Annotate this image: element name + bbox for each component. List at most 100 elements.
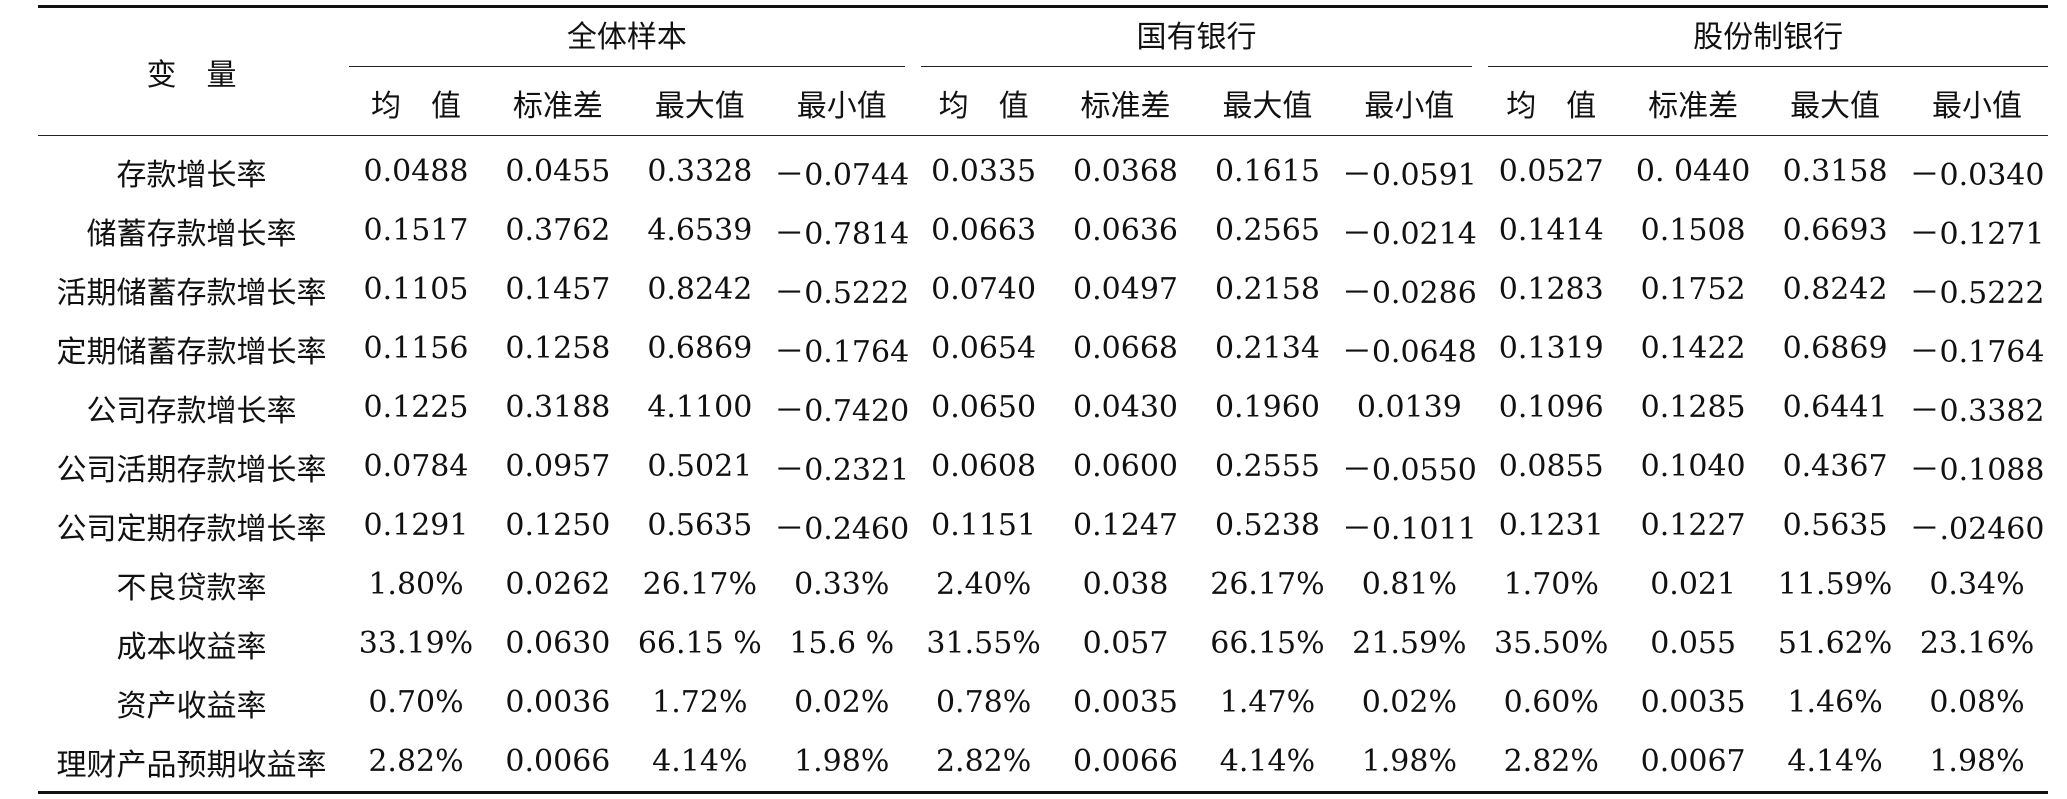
table-cell: 0.0636 [1073,213,1179,248]
table-cell: 0.2134 [1214,331,1320,366]
stat-header-mean: 均 值 [912,70,1055,136]
table-cell: 4.6539 [647,213,753,248]
table-cell: 1.98% [1361,744,1457,779]
table-cell: 0.057 [1082,626,1169,661]
table-cell: 26.17% [642,567,757,602]
stat-header-std: 标准差 [1622,70,1765,136]
table-cell: 0.0488 [363,154,469,189]
table-cell: －0.0591 [1341,157,1477,193]
table-cell: 0.1227 [1640,508,1746,543]
table-cell: 0.08% [1929,685,2025,720]
table-cell: 0.1752 [1640,272,1746,307]
table-cell: 0.1457 [505,272,611,307]
table-cell: 2.40% [935,567,1032,602]
stat-header-row: 均 值 标准差 最大值 最小值 均 值 标准差 最大值 最小值 均 值 标准差 … [38,70,2048,136]
group-title-all-sample: 全体样本 [566,19,687,55]
table-cell: 4.14% [1219,744,1316,779]
table-cell: 0.81% [1361,567,1457,602]
table-cell: 1.46% [1787,685,1883,720]
row-variable-label: 储蓄存款增长率 [86,216,297,252]
table-row: 活期储蓄存款增长率 0.1105 0.1457 0.8242 －0.5222 0.0740… [38,260,2048,319]
table-cell: －0.2321 [774,452,910,488]
table-body: 存款增长率 0.0488 0.0455 0.3328 －0.0744 0.0335 0.03… [38,136,2048,793]
table-cell: －0.5222 [774,275,910,311]
row-variable-label: 公司存款增长率 [86,393,297,429]
table-cell: 0.0262 [505,567,611,602]
table-cell: 0.6693 [1782,213,1888,248]
table-cell: 33.19% [358,626,474,661]
table-cell: 1.80% [368,567,464,602]
table-cell: 0.1151 [931,508,1037,543]
row-variable-label: 公司定期存款增长率 [56,511,327,547]
table-cell: －0.1764 [774,334,910,370]
row-variable-label: 成本收益率 [116,629,267,665]
table-cell: 0.3328 [647,154,753,189]
stat-header-std: 标准差 [1054,70,1197,136]
table-cell: 0.2555 [1214,449,1320,484]
table-cell: 0.0608 [931,449,1037,484]
table-cell: 0.1615 [1214,154,1320,189]
table-cell: 0.0067 [1640,744,1746,779]
table-cell: 0.0654 [931,331,1037,366]
table-cell: 4.1100 [647,390,753,425]
table-cell: 2.82% [935,744,1032,779]
table-cell: 0.0139 [1356,390,1462,425]
stat-header-min: 最小值 [770,70,913,136]
table-cell: －0.0214 [1341,216,1477,252]
table-cell: 0.0035 [1073,685,1179,720]
table-cell: 0.02% [1361,685,1457,720]
table-cell: 0.1105 [363,272,469,307]
table-cell: 0.038 [1082,567,1169,602]
table-cell: 0.5238 [1214,508,1320,543]
table-cell: －0.7814 [774,216,910,252]
table-row: 成本收益率 33.19% 0.0630 66.15 % 15.6 % 31.55% 0.05… [38,614,2048,673]
table-cell: 0.0740 [931,272,1037,307]
table-row: 公司定期存款增长率 0.1291 0.1250 0.5635 －0.2460 0.1151… [38,496,2048,555]
table-cell: －0.1764 [1909,334,2045,370]
group-header-joint-stock-banks: 股份制银行 [1480,7,2048,71]
table-cell: 31.55% [926,626,1041,661]
row-variable-label: 存款增长率 [116,157,267,193]
table-cell: 0.34% [1929,567,2025,602]
table-cell: 0.6869 [647,331,753,366]
table-cell: 0.0663 [931,213,1037,248]
table-cell: 0.2158 [1214,272,1320,307]
table-cell: －0.2460 [774,511,910,547]
row-variable-label: 资产收益率 [116,688,267,724]
table-cell: 0.0650 [931,390,1037,425]
table-cell: 0.4367 [1782,449,1888,484]
table-cell: 0.1258 [505,331,611,366]
table-cell: 1.47% [1219,685,1316,720]
table-cell: 0.1285 [1640,390,1746,425]
stat-header-max: 最大值 [628,70,771,136]
table-cell: 0.0066 [505,744,611,779]
table-cell: 0.055 [1650,626,1737,661]
table-cell: 0.70% [368,685,464,720]
table-cell: 0.1508 [1640,213,1746,248]
group-header-state-banks: 国有银行 [913,7,1481,71]
stat-header-min: 最小值 [1906,70,2048,136]
table-cell: 1.72% [652,685,748,720]
group-header-row: 变 量 全体样本 国有银行 股份制银行 [38,6,2048,136]
table-cell: 0.0855 [1498,449,1604,484]
table-cell: 1.70% [1503,567,1599,602]
table-cell: 66.15% [1210,626,1325,661]
table-row: 储蓄存款增长率 0.1517 0.3762 4.6539 －0.7814 0.0663 0.… [38,201,2048,260]
table-cell: 0.1250 [505,508,611,543]
table-cell: 0.0036 [505,685,611,720]
stat-header-max: 最大值 [1196,70,1339,136]
table-cell: 26.17% [1210,567,1325,602]
table-cell: －0.1271 [1909,216,2045,252]
table-cell: 0.5021 [647,449,753,484]
table-cell: 0.0784 [363,449,469,484]
table-cell: －0.0648 [1341,334,1477,370]
table-cell: 4.14% [652,744,748,779]
table-cell: 0.0957 [505,449,611,484]
table-cell: 2.82% [368,744,464,779]
table-cell: －0.0340 [1909,157,2045,193]
table-cell: －0.0744 [774,157,910,193]
table-cell: 0.60% [1503,685,1599,720]
table-cell: 1.98% [1929,744,2025,779]
table-cell: 51.62% [1777,626,1893,661]
